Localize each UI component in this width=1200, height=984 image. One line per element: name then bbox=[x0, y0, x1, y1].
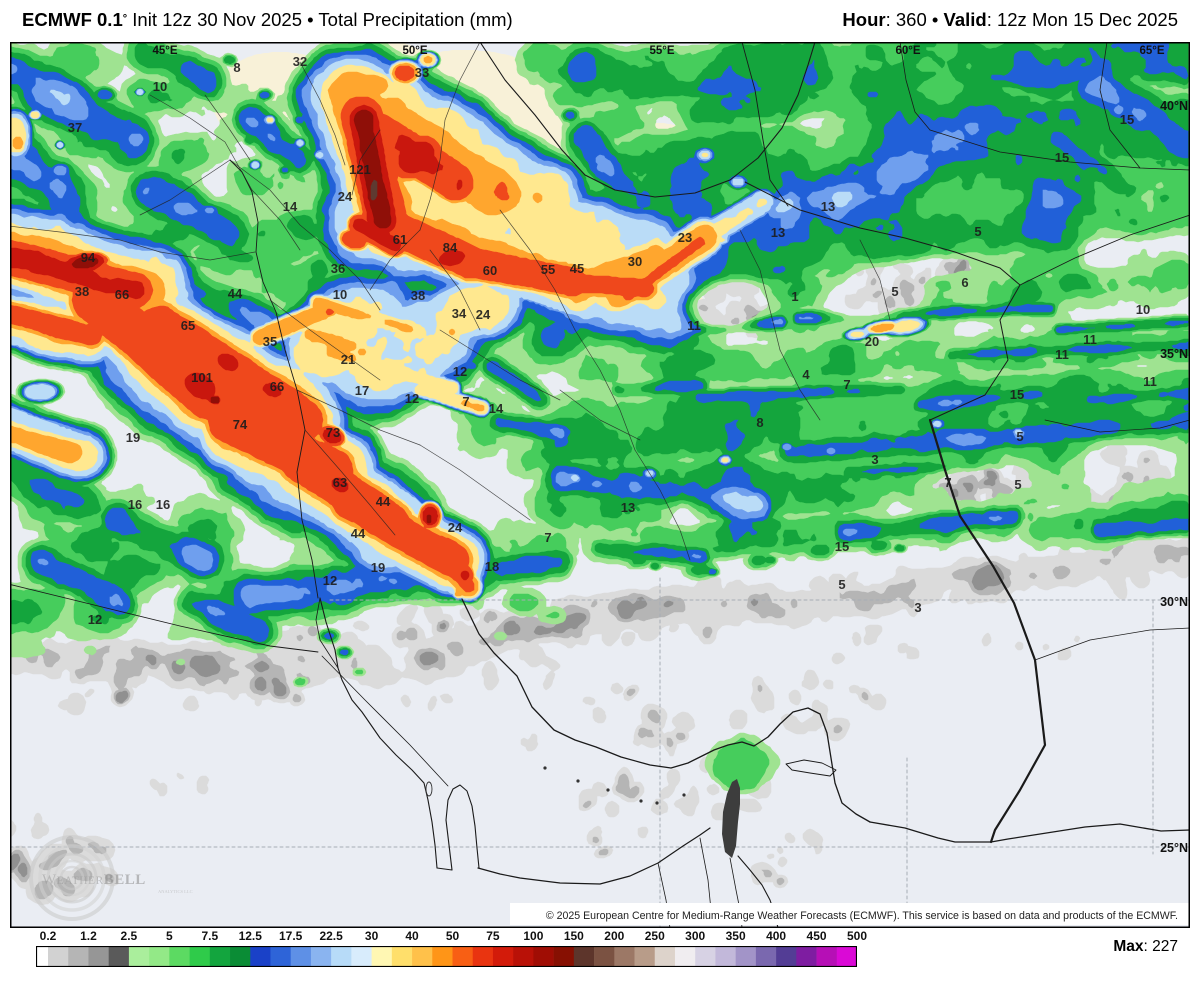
svg-text:7: 7 bbox=[843, 377, 850, 392]
svg-text:32: 32 bbox=[293, 54, 307, 69]
svg-text:101: 101 bbox=[191, 370, 213, 385]
svg-text:60°E: 60°E bbox=[895, 45, 920, 57]
svg-text:44: 44 bbox=[351, 526, 366, 541]
svg-text:5: 5 bbox=[974, 224, 981, 239]
svg-text:21: 21 bbox=[341, 352, 355, 367]
svg-text:5: 5 bbox=[1014, 477, 1021, 492]
svg-text:13: 13 bbox=[771, 225, 785, 240]
svg-text:11: 11 bbox=[1143, 374, 1157, 389]
svg-text:WEATHERBELL: WEATHERBELL bbox=[42, 872, 146, 888]
svg-text:94: 94 bbox=[81, 250, 96, 265]
svg-text:19: 19 bbox=[371, 560, 385, 575]
svg-text:55: 55 bbox=[541, 262, 555, 277]
svg-text:8: 8 bbox=[233, 60, 240, 75]
svg-text:8: 8 bbox=[756, 415, 763, 430]
svg-text:18: 18 bbox=[485, 559, 499, 574]
svg-text:74: 74 bbox=[233, 417, 248, 432]
svg-text:19: 19 bbox=[126, 430, 140, 445]
svg-text:© 2025 European Centre for Med: © 2025 European Centre for Medium-Range … bbox=[546, 910, 1178, 922]
svg-text:15: 15 bbox=[1120, 112, 1134, 127]
svg-text:44: 44 bbox=[228, 286, 243, 301]
svg-text:11: 11 bbox=[1083, 332, 1097, 347]
svg-text:16: 16 bbox=[156, 497, 170, 512]
svg-text:15: 15 bbox=[835, 539, 849, 554]
svg-text:38: 38 bbox=[75, 284, 89, 299]
svg-text:14: 14 bbox=[489, 401, 504, 416]
svg-text:11: 11 bbox=[1055, 347, 1069, 362]
svg-text:45°E: 45°E bbox=[152, 45, 177, 57]
svg-text:36: 36 bbox=[331, 261, 345, 276]
svg-text:16: 16 bbox=[128, 497, 142, 512]
svg-text:65°E: 65°E bbox=[1139, 45, 1164, 57]
svg-text:20: 20 bbox=[865, 334, 879, 349]
svg-text:35°N: 35°N bbox=[1160, 347, 1188, 361]
svg-text:12: 12 bbox=[453, 364, 467, 379]
svg-text:24: 24 bbox=[338, 189, 353, 204]
svg-text:12: 12 bbox=[323, 573, 337, 588]
svg-text:3: 3 bbox=[914, 600, 921, 615]
svg-text:12: 12 bbox=[405, 391, 419, 406]
svg-text:24: 24 bbox=[448, 520, 463, 535]
svg-text:63: 63 bbox=[333, 475, 347, 490]
svg-text:23: 23 bbox=[678, 230, 692, 245]
svg-text:10: 10 bbox=[1136, 302, 1150, 317]
svg-text:30: 30 bbox=[628, 254, 642, 269]
svg-text:30°N: 30°N bbox=[1160, 595, 1188, 609]
svg-text:50°E: 50°E bbox=[402, 45, 427, 57]
svg-text:45: 45 bbox=[570, 261, 584, 276]
svg-text:4: 4 bbox=[802, 367, 810, 382]
svg-text:37: 37 bbox=[68, 120, 82, 135]
svg-text:7: 7 bbox=[544, 530, 551, 545]
svg-text:24: 24 bbox=[476, 307, 491, 322]
svg-text:5: 5 bbox=[1016, 429, 1023, 444]
svg-text:33: 33 bbox=[415, 65, 429, 80]
svg-text:7: 7 bbox=[944, 475, 951, 490]
svg-text:34: 34 bbox=[452, 306, 467, 321]
svg-text:61: 61 bbox=[393, 232, 407, 247]
svg-text:13: 13 bbox=[821, 199, 835, 214]
svg-text:65: 65 bbox=[181, 318, 195, 333]
svg-text:35: 35 bbox=[263, 334, 277, 349]
svg-text:38: 38 bbox=[411, 288, 425, 303]
svg-text:40°N: 40°N bbox=[1160, 99, 1188, 113]
svg-text:ANALYTICS LLC: ANALYTICS LLC bbox=[158, 889, 193, 894]
svg-text:1: 1 bbox=[791, 289, 798, 304]
svg-text:14: 14 bbox=[283, 199, 298, 214]
svg-text:66: 66 bbox=[270, 379, 284, 394]
svg-text:66: 66 bbox=[115, 287, 129, 302]
svg-text:15: 15 bbox=[1055, 150, 1069, 165]
svg-text:73: 73 bbox=[326, 425, 340, 440]
svg-text:13: 13 bbox=[621, 500, 635, 515]
svg-text:11: 11 bbox=[687, 318, 701, 333]
svg-text:55°E: 55°E bbox=[649, 45, 674, 57]
svg-text:5: 5 bbox=[891, 284, 898, 299]
svg-text:3: 3 bbox=[871, 452, 878, 467]
svg-text:17: 17 bbox=[355, 383, 369, 398]
svg-text:84: 84 bbox=[443, 240, 458, 255]
svg-text:6: 6 bbox=[961, 275, 968, 290]
svg-text:10: 10 bbox=[333, 287, 347, 302]
svg-text:44: 44 bbox=[376, 494, 391, 509]
svg-text:5: 5 bbox=[838, 577, 845, 592]
svg-text:12: 12 bbox=[88, 612, 102, 627]
svg-text:15: 15 bbox=[1010, 387, 1024, 402]
svg-text:25°N: 25°N bbox=[1160, 841, 1188, 855]
svg-text:7: 7 bbox=[462, 394, 469, 409]
svg-text:10: 10 bbox=[153, 79, 167, 94]
svg-text:60: 60 bbox=[483, 263, 497, 278]
svg-text:121: 121 bbox=[349, 162, 371, 177]
